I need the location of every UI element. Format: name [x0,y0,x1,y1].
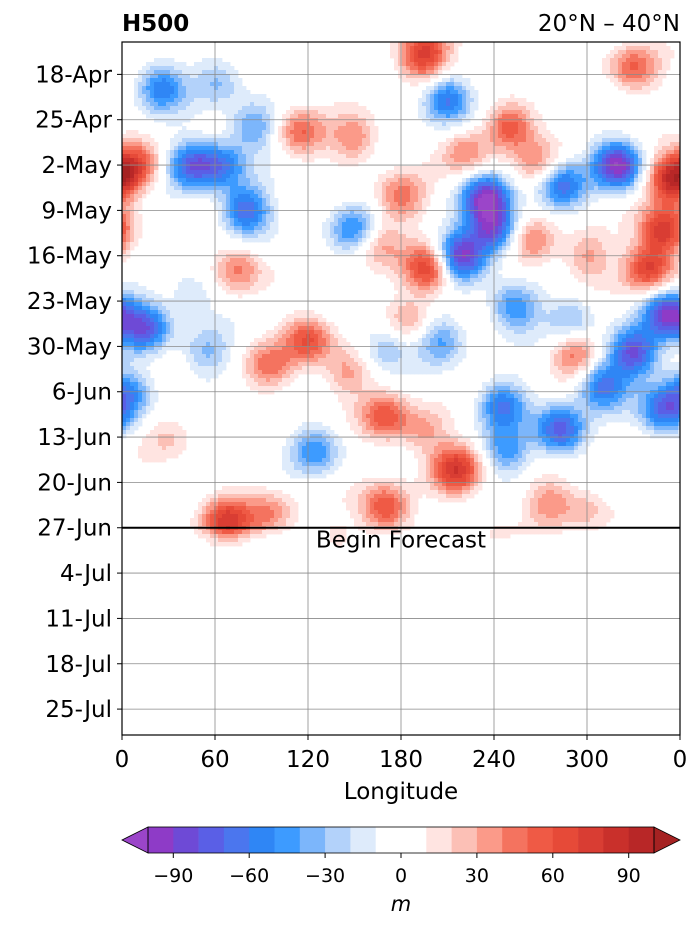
x-axis-label: Longitude [344,779,458,805]
plot-area: Begin Forecast [121,41,681,736]
colorbar-swatch [578,827,604,853]
colorbar-over-arrow [653,826,681,854]
colorbar-tick-label: −60 [229,865,269,887]
chart-title-left: H500 [122,11,189,37]
colorbar-swatch [274,827,301,853]
y-tick-label: 20-Jun [37,470,112,496]
forecast-annotation: Begin Forecast [316,528,486,554]
colorbar-tick-label: −30 [305,865,345,887]
y-tick-label: 25-Apr [35,108,112,134]
y-tick-label: 25-Jul [45,697,112,723]
chart-title-right: 20°N – 40°N [538,11,680,37]
colorbar-swatch [173,827,199,853]
y-tick-label: 13-Jun [37,425,112,451]
colorbar-swatch [350,827,376,853]
colorbar-swatch [325,827,351,853]
colorbar-under-arrow [121,826,149,854]
colorbar-swatch [527,827,554,853]
y-tick-label: 11-Jul [45,606,112,632]
grid-lines [121,42,681,735]
colorbar-swatch [628,827,655,853]
y-tick-label: 27-Jun [37,516,112,542]
colorbar-tick-label: 0 [395,865,407,887]
y-tick-label: 16-May [27,244,112,270]
colorbar-tick-label: 90 [617,865,641,887]
colorbar-swatch [603,827,629,853]
colorbar-swatch [375,827,427,853]
x-tick-label: 300 [565,747,609,773]
colorbar-tick-label: 60 [541,865,565,887]
x-tick-label: 180 [379,747,423,773]
x-tick-label: 120 [286,747,330,773]
x-tick-label: 240 [472,747,516,773]
y-tick-label: 2-May [42,153,112,179]
colorbar-swatch [198,827,225,853]
colorbar-swatch [451,827,478,853]
colorbar-swatch [426,827,452,853]
y-tick-label: 4-Jul [60,561,112,587]
y-axis-ticks: 18-Apr 25-Apr 2-May 9-May 16-May 23-May 30-May… [27,62,122,723]
colorbar-swatch [476,827,503,853]
colorbar-tick-label: −90 [153,865,193,887]
anomaly-field [122,42,680,547]
y-tick-label: 18-Apr [35,62,112,88]
y-tick-label: 30-May [27,334,112,360]
x-axis-ticks: 0 60 120 180 240 300 0 [115,735,688,773]
y-tick-label: 9-May [42,198,112,224]
colorbar-tick-label: 30 [465,865,489,887]
colorbar-swatch [148,827,174,853]
colorbar-swatch [249,827,275,853]
colorbar-swatch [299,827,326,853]
y-tick-label: 18-Jul [45,652,112,678]
x-tick-label: 0 [115,747,130,773]
x-tick-label: 60 [200,747,229,773]
y-tick-label: 23-May [27,289,112,315]
x-tick-label: 0 [673,747,688,773]
colorbar-swatch [502,827,528,853]
colorbar: −90 −60 −30 0 30 60 90 [121,826,681,887]
colorbar-label: m [391,892,411,916]
colorbar-swatch [552,827,579,853]
colorbar-swatch [223,827,250,853]
y-tick-label: 6-Jun [52,380,112,406]
